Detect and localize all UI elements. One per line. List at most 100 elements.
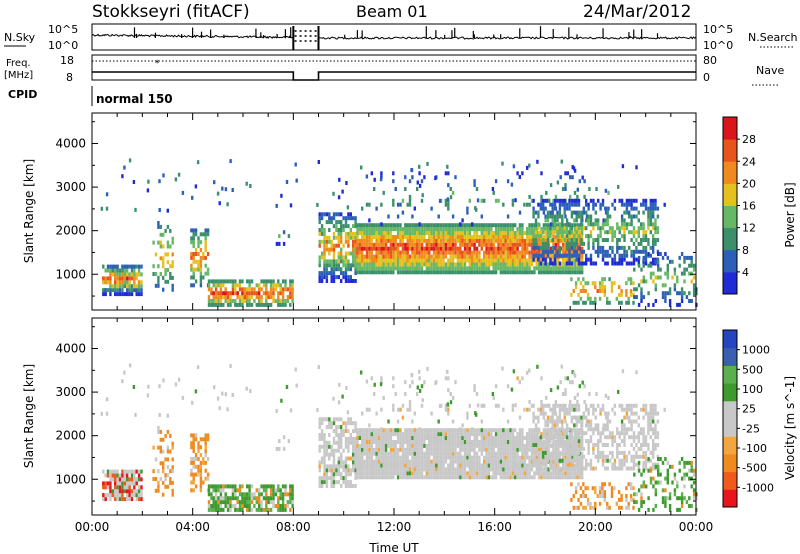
velocity-cell — [229, 500, 232, 505]
power-cell — [408, 227, 412, 232]
power-cell — [194, 232, 198, 237]
power-cell — [332, 263, 336, 268]
velocity-cell — [459, 467, 462, 472]
velocity-cell — [392, 475, 395, 480]
power-cell — [545, 235, 548, 239]
velocity-cell — [332, 421, 336, 426]
velocity-cell — [137, 485, 141, 490]
power-cell — [404, 270, 407, 275]
velocity-cell — [540, 403, 543, 408]
power-cell — [128, 288, 131, 293]
velocity-cell — [565, 423, 569, 428]
velocity-cell — [118, 477, 122, 482]
velocity-cell — [449, 451, 452, 456]
velocity-cell — [250, 496, 254, 501]
velocity-cell — [532, 411, 535, 416]
velocity-cell — [154, 477, 158, 481]
velocity-cell — [365, 455, 369, 460]
power-cell — [557, 266, 560, 271]
power-cell — [325, 259, 329, 264]
power-cell — [466, 270, 469, 275]
power-cell — [157, 275, 160, 280]
velocity-cell — [418, 432, 421, 437]
velocity-cell — [494, 463, 498, 468]
power-cell — [456, 231, 460, 235]
velocity-cell — [401, 403, 405, 408]
power-cell — [618, 238, 621, 242]
velocity-cell — [563, 431, 566, 436]
power-cell — [483, 223, 486, 228]
power-cell — [630, 198, 633, 203]
velocity-cell — [375, 432, 378, 437]
power-cell — [347, 235, 350, 240]
power-cell — [451, 214, 455, 219]
power-cell — [559, 175, 562, 180]
velocity-cell — [478, 440, 481, 444]
velocity-cell — [408, 463, 412, 468]
velocity-cell — [542, 403, 545, 408]
power-cell — [166, 244, 170, 249]
power-cell — [157, 224, 160, 229]
power-cell — [571, 270, 574, 275]
power-cell — [439, 223, 443, 228]
station-title: Stokkseyri (fitACF) — [92, 2, 250, 22]
velocity-cell — [565, 446, 569, 451]
power-cell — [459, 262, 462, 267]
power-cell — [628, 202, 631, 207]
power-cell — [554, 227, 558, 232]
velocity-cell — [483, 440, 486, 444]
velocity-cell — [396, 455, 400, 460]
velocity-cell — [568, 427, 571, 432]
velocity-cell — [463, 443, 467, 448]
velocity-cell — [447, 467, 450, 472]
power-cell — [485, 266, 488, 271]
power-cell — [518, 238, 522, 243]
power-cell — [618, 245, 621, 250]
power-cell — [654, 299, 657, 303]
velocity-cell — [332, 464, 336, 469]
power-cell — [212, 299, 215, 303]
power-cell — [408, 270, 412, 275]
power-cell — [623, 230, 626, 235]
power-cell — [528, 254, 531, 259]
velocity-cell — [130, 489, 134, 494]
power-cell — [111, 272, 114, 277]
power-cell — [253, 287, 256, 292]
velocity-cell — [581, 451, 584, 456]
power-cell — [483, 266, 486, 271]
power-cell — [396, 227, 400, 232]
velocity-cell — [318, 448, 321, 453]
velocity-cell — [509, 428, 512, 433]
power-cell — [250, 287, 254, 292]
velocity-cell — [540, 376, 543, 381]
velocity-cell — [229, 504, 232, 508]
velocity-cell — [375, 447, 378, 452]
power-cell — [406, 250, 409, 255]
velocity-cell — [468, 447, 471, 452]
power-cell — [561, 218, 564, 223]
power-cell — [534, 245, 538, 250]
power-cell — [387, 266, 390, 271]
power-cell — [521, 270, 524, 275]
power-cell — [352, 251, 355, 256]
power-cell — [480, 238, 483, 243]
power-cell — [137, 280, 141, 285]
power-cell — [130, 272, 134, 277]
velocity-cell — [352, 429, 355, 434]
power-cell — [487, 258, 491, 263]
velocity-cell — [354, 452, 357, 457]
power-cell — [654, 257, 657, 262]
velocity-cell — [140, 489, 143, 494]
power-cell — [423, 254, 426, 259]
power-cell — [663, 202, 666, 207]
nsky-panel — [91, 23, 697, 51]
power-cell — [683, 255, 686, 260]
power-cell — [430, 231, 433, 235]
velocity-cell — [437, 475, 440, 480]
power-cell — [456, 238, 460, 243]
velocity-cell — [401, 471, 405, 476]
power-cell — [564, 246, 567, 251]
velocity-cell — [340, 429, 343, 434]
velocity-cell — [542, 446, 545, 451]
velocity-cell — [499, 463, 503, 468]
